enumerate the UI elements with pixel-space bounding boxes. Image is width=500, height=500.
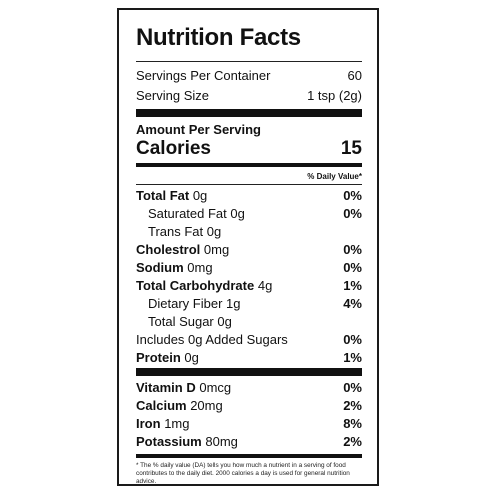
nutrient-dv: 1% <box>343 350 362 365</box>
title-divider <box>136 61 362 62</box>
nutrient-name: Dietary Fiber <box>148 296 223 311</box>
amount-per-serving: Amount Per Serving <box>136 122 362 138</box>
label-content: Nutrition Facts Servings Per Container 6… <box>136 10 362 485</box>
nutrient-row-added-sugars: Includes 0g Added Sugars 0% <box>136 332 362 348</box>
nutrient-dv: 0% <box>343 188 362 203</box>
nutrient-row-total-carbohydrate: Total Carbohydrate 4g 1% <box>136 278 362 294</box>
servings-per-container-row: Servings Per Container 60 <box>136 68 362 84</box>
footnote-divider <box>136 454 362 458</box>
nutrient-amount: 0g <box>192 188 208 203</box>
label-title: Nutrition Facts <box>136 24 301 51</box>
nutrient-name: Total Fat <box>136 188 190 203</box>
nutrient-amount: 0mg <box>203 242 230 257</box>
nutrient-name: Protein <box>136 350 181 365</box>
nutrient-dv: 0% <box>343 242 362 257</box>
medium-divider <box>136 163 362 167</box>
vitamin-name: Potassium <box>136 434 202 449</box>
thick-divider-top <box>136 109 362 117</box>
nutrient-row-sodium: Sodium 0mg 0% <box>136 260 362 276</box>
nutrient-amount: 0g <box>217 314 232 329</box>
nutrient-name: Total Sugar <box>148 314 214 329</box>
nutrient-name: Saturated Fat <box>148 206 227 221</box>
nutrient-amount: 0g <box>206 224 222 239</box>
calories-label: Calories <box>136 138 211 159</box>
nutrient-row-total-fat: Total Fat 0g 0% <box>136 188 362 204</box>
servings-value: 60 <box>347 68 362 83</box>
serving-size-label: Serving Size <box>136 88 209 103</box>
servings-label: Servings Per Container <box>136 68 271 83</box>
nutrient-row-trans-fat: Trans Fat 0g <box>136 224 362 240</box>
vitamin-amount: 20mg <box>190 398 223 413</box>
footnote: * The % daily value (DA) tells you how m… <box>136 462 350 485</box>
nutrient-name: Sodium <box>136 260 184 275</box>
vitamin-row-vitamin-d: Vitamin D 0mcg 0% <box>136 380 362 396</box>
nutrient-dv: 0% <box>343 332 362 347</box>
vitamin-dv: 2% <box>343 398 362 413</box>
vitamin-row-calcium: Calcium 20mg 2% <box>136 398 362 414</box>
nutrient-dv: 0% <box>343 260 362 275</box>
nutrient-name: Cholestrol <box>136 242 201 257</box>
daily-value-header-text: % Daily Value* <box>307 172 362 181</box>
amount-per-serving-label: Amount Per Serving <box>136 122 261 137</box>
daily-value-header: % Daily Value* <box>136 172 362 182</box>
vitamin-amount: 1mg <box>164 416 190 431</box>
vitamin-name: Calcium <box>136 398 187 413</box>
vitamin-row-potassium: Potassium 80mg 2% <box>136 434 362 450</box>
nutrient-name: Trans Fat <box>148 224 204 239</box>
nutrient-row-cholestrol: Cholestrol 0mg 0% <box>136 242 362 258</box>
vitamin-row-iron: Iron 1mg 8% <box>136 416 362 432</box>
vitamin-amount: 80mg <box>205 434 238 449</box>
thick-divider-bottom <box>136 368 362 376</box>
vitamin-amount: 0mcg <box>199 380 232 395</box>
serving-size-value: 1 tsp (2g) <box>307 88 362 103</box>
nutrient-amount: 1g <box>226 296 241 311</box>
nutrition-facts-label: Nutrition Facts Servings Per Container 6… <box>117 8 379 486</box>
nutrient-row-protein: Protein 0g 1% <box>136 350 362 366</box>
nutrient-row-dietary-fiber: Dietary Fiber 1g 4% <box>136 296 362 312</box>
nutrient-name: Includes 0g Added Sugars <box>136 332 288 347</box>
calories-value: 15 <box>340 138 362 159</box>
nutrient-amount: 0g <box>184 350 199 365</box>
daily-value-divider <box>136 184 362 185</box>
vitamin-name: Vitamin D <box>136 380 196 395</box>
nutrient-dv: 4% <box>343 296 362 311</box>
vitamin-name: Iron <box>136 416 161 431</box>
nutrient-row-total-sugar: Total Sugar 0g <box>136 314 362 330</box>
nutrient-name: Total Carbohydrate <box>136 278 255 293</box>
calories-row: Calories 15 <box>136 138 362 160</box>
vitamin-dv: 2% <box>343 434 362 449</box>
nutrient-row-saturated-fat: Saturated Fat 0g 0% <box>136 206 362 222</box>
nutrient-amount: 0mg <box>187 260 213 275</box>
nutrient-amount: 0g <box>230 206 245 221</box>
vitamin-dv: 0% <box>343 380 362 395</box>
nutrient-dv: 1% <box>343 278 362 293</box>
nutrient-dv: 0% <box>343 206 362 221</box>
serving-size-row: Serving Size 1 tsp (2g) <box>136 88 362 104</box>
nutrient-amount: 4g <box>257 278 273 293</box>
vitamin-dv: 8% <box>343 416 362 431</box>
